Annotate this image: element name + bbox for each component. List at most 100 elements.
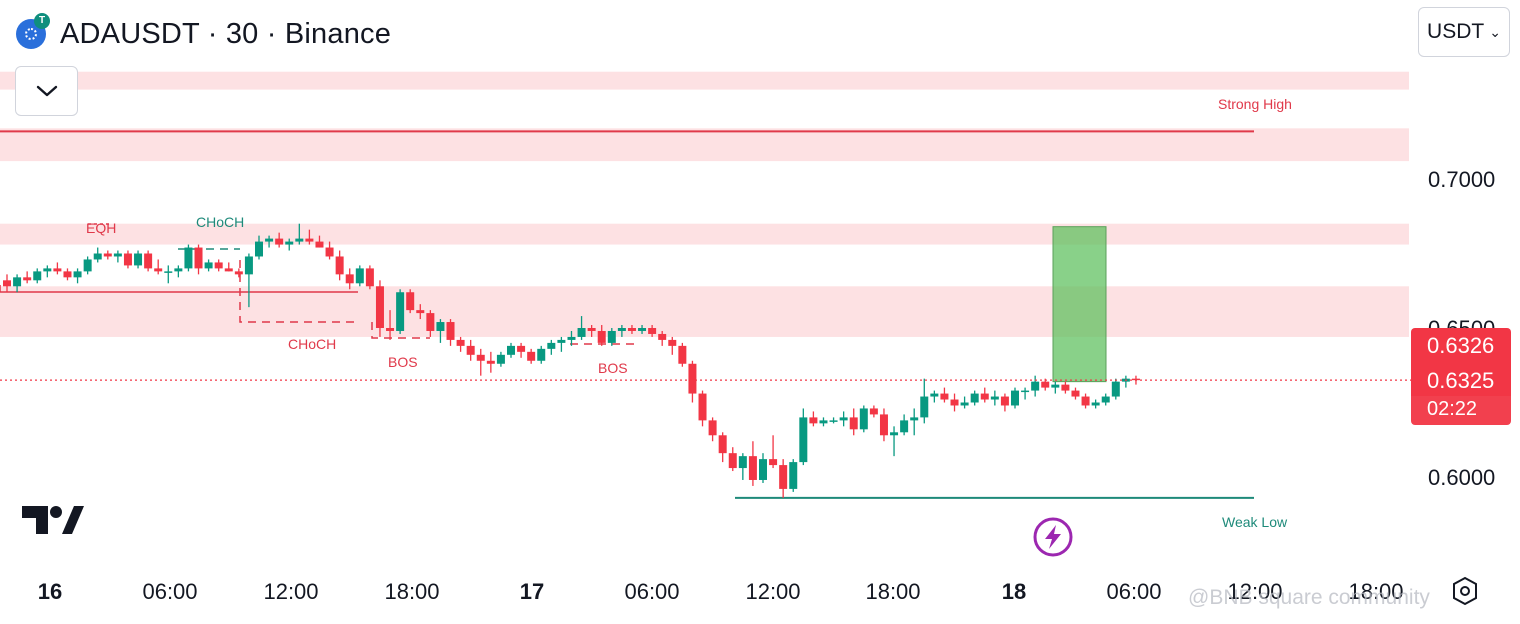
structure-label: BOS (598, 360, 628, 376)
y-axis-tick: 0.7000 (1428, 167, 1495, 192)
candle-body (194, 247, 203, 269)
chevron-down-icon: ⌄ (1489, 23, 1501, 40)
candle-body (537, 348, 546, 361)
weak-low-label: Weak Low (1222, 514, 1288, 530)
candle-body (174, 268, 183, 272)
candle-body (53, 268, 62, 272)
candle-body (436, 322, 445, 331)
x-axis-tick: 06:00 (1106, 579, 1161, 604)
candle-body (678, 345, 687, 364)
candle-body (577, 328, 586, 337)
candle-body (204, 262, 213, 269)
candle-body (769, 459, 778, 466)
candle-body (557, 339, 566, 343)
candle-body (396, 292, 405, 331)
candle-body (325, 247, 334, 257)
candle-body (617, 328, 626, 331)
lightning-icon[interactable] (1033, 517, 1073, 557)
strong-high-label: Strong High (1218, 96, 1292, 112)
x-axis-tick: 06:00 (142, 579, 197, 604)
target-box (1052, 226, 1107, 383)
candle-body (345, 274, 354, 284)
candle-body (597, 330, 606, 343)
candle-body (33, 271, 42, 281)
candle-body (859, 408, 868, 430)
candle-body (184, 247, 193, 269)
x-axis-tick: 18:00 (384, 579, 439, 604)
candle-body (748, 456, 757, 480)
candle-body (1041, 381, 1050, 388)
candle-body (1071, 390, 1080, 397)
candle-body (63, 271, 72, 278)
candle-body (426, 313, 435, 331)
candle-body (990, 396, 999, 400)
currency-selector[interactable]: USDT ⌄ (1418, 7, 1510, 57)
x-axis-tick: 12:00 (263, 579, 318, 604)
candle-body (305, 238, 314, 242)
candle-body (43, 268, 52, 272)
candle-body (940, 393, 949, 400)
candle-body (234, 271, 243, 275)
candle-body (849, 417, 858, 430)
candle-body (1091, 402, 1100, 406)
candle-body (1111, 381, 1120, 397)
candle-body (164, 271, 173, 273)
candle-body (779, 465, 788, 489)
candle-body (13, 277, 22, 287)
candle-body (386, 328, 395, 331)
collapse-button[interactable] (15, 66, 78, 116)
x-axis-tick: 18 (1002, 579, 1026, 604)
supply-zone (0, 322, 1409, 331)
choch-down-line (239, 260, 360, 323)
candle-body (23, 277, 32, 281)
candle-body (829, 420, 838, 422)
candle-body (335, 256, 344, 275)
candle-body (3, 280, 11, 287)
supply-zone (0, 71, 1409, 90)
x-axis-tick: 06:00 (624, 579, 679, 604)
hexagon-settings-icon[interactable] (1451, 576, 1479, 606)
symbol-title[interactable]: ADAUSDT · 30 · Binance (60, 17, 392, 50)
candle-body (930, 393, 939, 397)
candle-body (255, 241, 263, 257)
candle-body (728, 453, 737, 469)
candle-body (980, 393, 989, 400)
candle-body (224, 268, 233, 272)
structure-label: CHoCH (196, 214, 244, 230)
candle-body (839, 417, 848, 421)
candle-body (93, 253, 102, 260)
candle-body (869, 408, 878, 415)
current-price-label: 0.6325 (1411, 364, 1511, 396)
candle-body (103, 253, 112, 257)
tether-badge-icon: T (34, 13, 50, 29)
candle-body (718, 435, 727, 454)
x-axis-tick: 17 (520, 579, 544, 604)
candle-body (920, 396, 929, 418)
candle-body (698, 393, 707, 421)
candle-body (365, 268, 374, 287)
candle-body (507, 345, 515, 355)
structure-label: BOS (388, 354, 418, 370)
x-axis-tick: 18:00 (865, 579, 920, 604)
candle-body (1031, 381, 1040, 391)
candle-body (496, 354, 505, 364)
structure-label: CHoCH (288, 336, 336, 352)
candle-body (890, 432, 899, 436)
candle-body (799, 417, 808, 463)
candle-body (638, 328, 647, 331)
tradingview-logo (22, 506, 84, 534)
bar-countdown: 02:22 (1411, 396, 1511, 425)
candle-body (607, 330, 616, 343)
candle-body (315, 241, 324, 248)
candle-body (1000, 396, 1009, 406)
candle-body (567, 336, 576, 340)
watermark: @BNB square community (1188, 586, 1430, 609)
candle-body (658, 333, 667, 340)
bos-line (371, 322, 430, 339)
cardano-logo: T (16, 13, 50, 49)
candle-body (708, 420, 717, 436)
last-price-label: 0.6326 (1411, 328, 1511, 364)
candle-body (83, 259, 92, 272)
candle-body (123, 253, 132, 266)
